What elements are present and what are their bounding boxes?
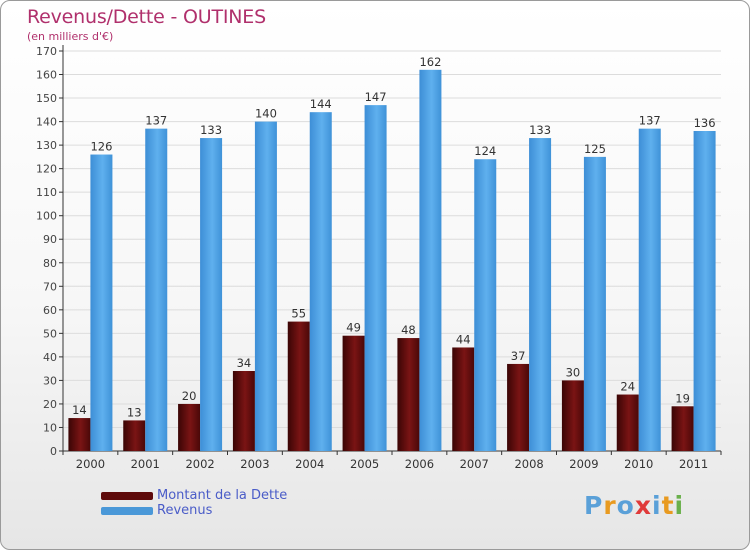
bar-dette [178,403,201,451]
bar-revenus [254,121,277,452]
y-tick-label: 70 [43,280,57,293]
bar-revenus [90,154,113,451]
value-label-dette: 37 [511,349,526,363]
logo-letter: x [634,491,652,520]
value-label-revenus: 140 [255,107,277,121]
bar-dette [616,394,639,451]
x-tick-label: 2000 [76,457,105,471]
logo-letter: t [661,491,675,520]
legend: Montant de la Dette Revenus [101,488,287,518]
bar-dette [561,380,584,451]
value-label-dette: 44 [456,332,471,346]
legend-label-revenus: Revenus [157,503,213,518]
x-tick-label: 2005 [350,457,379,471]
y-tick-label: 10 [43,421,57,434]
value-label-dette: 24 [620,380,635,394]
x-tick-label: 2006 [405,457,434,471]
logo-letter: i [674,491,685,520]
proxiti-logo: Proxiti [584,491,684,520]
bar-revenus [364,105,387,451]
logo-letter: r [603,491,617,520]
value-label-revenus: 162 [419,55,441,69]
value-label-revenus: 147 [365,90,387,104]
bar-revenus [200,138,223,451]
value-label-revenus: 144 [310,97,332,111]
y-tick-label: 140 [36,116,57,129]
bar-dette [68,418,91,451]
value-label-dette: 48 [401,323,416,337]
value-label-revenus: 124 [474,144,496,158]
x-tick-label: 2004 [295,457,324,471]
y-tick-label: 120 [36,163,57,176]
bar-revenus [145,128,168,451]
bar-revenus [638,128,661,451]
bar-dette [123,420,146,451]
y-tick-label: 100 [36,210,57,223]
x-tick-label: 2011 [679,457,708,471]
y-tick-label: 20 [43,398,57,411]
bar-revenus [419,69,442,451]
logo-letter: o [616,491,635,520]
bar-dette [397,338,420,451]
y-tick-label: 0 [50,445,57,458]
y-tick-label: 60 [43,304,57,317]
bar-revenus [309,112,332,452]
bar-dette [342,335,365,451]
bar-revenus [474,159,497,451]
value-label-dette: 20 [182,389,197,403]
value-label-dette: 13 [127,405,142,419]
y-tick-label: 30 [43,374,57,387]
x-tick-label: 2009 [569,457,598,471]
legend-swatch-dette [101,491,153,500]
x-tick-label: 2008 [514,457,543,471]
y-tick-label: 150 [36,92,57,105]
y-tick-label: 110 [36,186,57,199]
y-tick-label: 80 [43,257,57,270]
bar-dette [232,371,255,451]
y-tick-label: 160 [36,69,57,82]
bar-revenus [693,131,716,451]
value-label-dette: 55 [291,307,306,321]
y-tick-label: 130 [36,139,57,152]
y-tick-label: 40 [43,351,57,364]
value-label-dette: 14 [72,403,87,417]
bar-dette [671,406,694,451]
bar-dette [507,363,530,451]
y-tick-label: 90 [43,233,57,246]
value-label-revenus: 136 [694,116,716,130]
y-tick-label: 50 [43,327,57,340]
legend-item-revenus: Revenus [101,503,287,518]
chart-title: Revenus/Dette - OUTINES [27,6,266,28]
bar-dette [287,321,310,451]
legend-item-dette: Montant de la Dette [101,488,287,503]
x-tick-label: 2007 [460,457,489,471]
y-tick-label: 170 [36,45,57,58]
bar-dette [452,347,475,451]
bar-revenus [529,138,552,451]
value-label-revenus: 137 [145,114,167,128]
value-label-dette: 30 [566,365,581,379]
value-label-dette: 34 [237,356,252,370]
x-tick-label: 2002 [185,457,214,471]
value-label-dette: 49 [346,321,361,335]
logo-letter: i [652,491,662,520]
legend-label-dette: Montant de la Dette [157,488,288,503]
x-tick-label: 2003 [240,457,269,471]
value-label-revenus: 133 [200,123,222,137]
value-label-dette: 19 [675,391,690,405]
value-label-revenus: 133 [529,123,551,137]
logo-letter: P [584,491,604,520]
chart-subtitle: (en milliers d'€) [27,30,114,43]
value-label-revenus: 126 [90,140,112,154]
x-tick-label: 2001 [131,457,160,471]
value-label-revenus: 137 [639,114,661,128]
value-label-revenus: 125 [584,142,606,156]
legend-swatch-revenus [101,506,153,515]
x-tick-label: 2010 [624,457,653,471]
bar-revenus [583,156,606,451]
